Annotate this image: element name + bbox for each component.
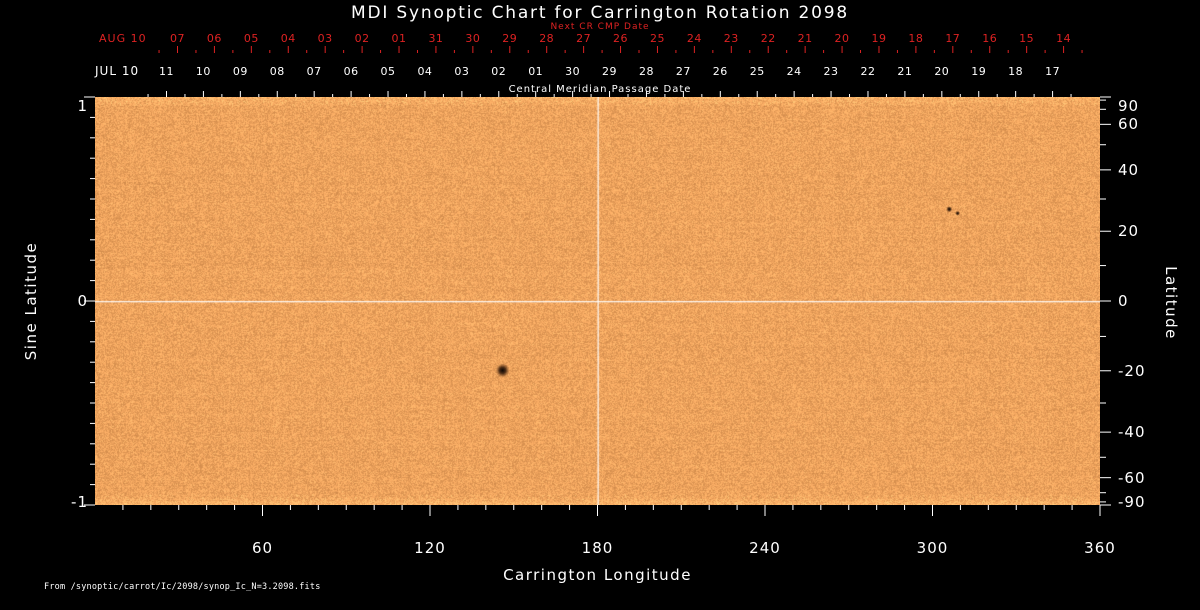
cmp-date-tick-label: 10 (196, 65, 211, 78)
red-axis-tick-label: 26 (613, 32, 628, 45)
red-axis-tick-label: 17 (945, 32, 960, 45)
cmp-date-tick-label: 09 (233, 65, 248, 78)
source-file-note: From /synoptic/carrot/Ic/2098/synop_Ic_N… (44, 582, 321, 592)
sine-latitude-tick-label: 1 (77, 97, 88, 115)
cmp-date-tick-label: 06 (344, 65, 359, 78)
red-axis-tick-label: 28 (539, 32, 554, 45)
chart-title: MDI Synoptic Chart for Carrington Rotati… (0, 3, 1200, 23)
cmp-date-tick-label: 29 (602, 65, 617, 78)
cmp-date-tick-label: 19 (971, 65, 986, 78)
red-axis-month-year-label: AUG 10 (99, 32, 147, 45)
red-axis-tick-label: 21 (798, 32, 813, 45)
red-axis-tick-label: 24 (687, 32, 702, 45)
cmp-date-tick-label: 26 (713, 65, 728, 78)
latitude-tick-label: 40 (1118, 161, 1139, 179)
red-axis-tick-label: 02 (355, 32, 370, 45)
red-axis-tick-label: 05 (244, 32, 259, 45)
red-axis-tick-label: 20 (835, 32, 850, 45)
cmp-date-tick-label: 08 (270, 65, 285, 78)
latitude-tick-label: 20 (1118, 222, 1139, 240)
white-axis-month-year-label: JUL 10 (95, 64, 139, 78)
longitude-tick-label: 60 (252, 539, 273, 557)
cmp-date-tick-label: 24 (787, 65, 802, 78)
red-axis-tick-label: 16 (982, 32, 997, 45)
red-axis-tick-label: 22 (761, 32, 776, 45)
mdi-synoptic-chart-figure: MDI Synoptic Chart for Carrington Rotati… (0, 0, 1200, 610)
red-axis-tick-label: 07 (170, 32, 185, 45)
red-axis-tick-label: 01 (392, 32, 407, 45)
carrington-longitude-axis-title-text: Carrington Longitude (503, 566, 692, 584)
cmp-date-tick-label: 02 (491, 65, 506, 78)
latitude-tick-label: 60 (1118, 115, 1139, 133)
cmp-date-tick-label: 23 (824, 65, 839, 78)
cmp-date-tick-label: 17 (1045, 65, 1060, 78)
sine-latitude-axis-title: Sine Latitude (22, 242, 40, 360)
cmp-date-tick-label: 01 (528, 65, 543, 78)
cmp-date-tick-label: 04 (417, 65, 432, 78)
cmp-date-tick-label: 18 (1008, 65, 1023, 78)
sine-latitude-tick-label: -1 (71, 493, 88, 511)
cmp-date-tick-label: 25 (750, 65, 765, 78)
red-axis-tick-label: 18 (908, 32, 923, 45)
red-axis-tick-label: 19 (871, 32, 886, 45)
cmp-date-tick-label: 30 (565, 65, 580, 78)
latitude-axis-title: Latitude (1162, 266, 1180, 340)
red-axis-tick-label: 27 (576, 32, 591, 45)
cmp-date-tick-label: 21 (897, 65, 912, 78)
cmp-date-tick-label: 11 (159, 65, 174, 78)
red-axis-tick-label: 06 (207, 32, 222, 45)
cmp-date-tick-label: 27 (676, 65, 691, 78)
red-axis-tick-label: 14 (1056, 32, 1071, 45)
longitude-tick-label: 120 (414, 539, 446, 557)
sine-latitude-tick-label: 0 (77, 292, 88, 310)
latitude-tick-label: -20 (1118, 362, 1146, 380)
longitude-tick-label: 360 (1084, 539, 1116, 557)
cmp-date-tick-label: 20 (934, 65, 949, 78)
latitude-tick-label: -40 (1118, 423, 1146, 441)
latitude-tick-label: -60 (1118, 469, 1146, 487)
latitude-tick-label: 0 (1118, 292, 1129, 310)
red-axis-tick-label: 15 (1019, 32, 1034, 45)
red-axis-tick-label: 25 (650, 32, 665, 45)
cmp-date-tick-label: 07 (307, 65, 322, 78)
red-axis-tick-label: 29 (502, 32, 517, 45)
next-cr-cmp-date-axis-title: Next CR CMP Date (0, 22, 1200, 32)
red-axis-tick-label: 30 (465, 32, 480, 45)
red-axis-tick-label: 31 (428, 32, 443, 45)
synoptic-map-canvas (95, 97, 1100, 505)
cmp-date-tick-label: 22 (860, 65, 875, 78)
latitude-tick-label: 90 (1118, 97, 1139, 115)
latitude-tick-label: -90 (1118, 493, 1146, 511)
longitude-tick-label: 240 (749, 539, 781, 557)
cmp-date-tick-label: 28 (639, 65, 654, 78)
red-axis-tick-label: 23 (724, 32, 739, 45)
cmp-date-tick-label: 05 (381, 65, 396, 78)
longitude-tick-label: 180 (582, 539, 614, 557)
longitude-tick-label: 300 (917, 539, 949, 557)
cmp-date-tick-label: 03 (454, 65, 469, 78)
red-axis-tick-label: 03 (318, 32, 333, 45)
red-axis-tick-label: 04 (281, 32, 296, 45)
central-meridian-passage-date-axis-title: Central Meridian Passage Date (0, 84, 1200, 95)
